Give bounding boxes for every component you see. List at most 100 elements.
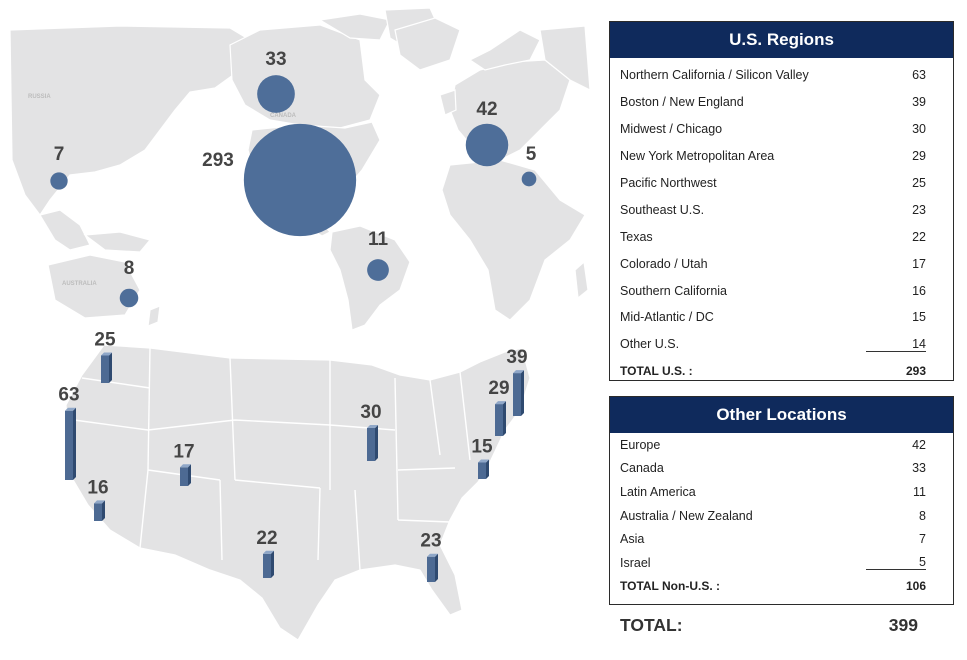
total-label: TOTAL U.S. : — [620, 364, 693, 379]
bubble-marker — [367, 259, 389, 281]
world-map: RUSSIA AUSTRALIA CANADA 33 293 42 5 7 11 8 — [9, 7, 591, 330]
row-name: Other U.S. — [620, 337, 680, 352]
russia-label: RUSSIA — [28, 94, 51, 100]
row-name: Southeast U.S. — [620, 202, 705, 217]
bar-top — [65, 407, 76, 411]
bar-top — [513, 370, 524, 374]
bar-top — [367, 425, 378, 428]
table-row: Other U.S. 14 — [610, 331, 953, 358]
row-value: 33 — [912, 461, 926, 476]
table-row: Southeast U.S. 23 — [610, 196, 953, 223]
bar-side — [109, 352, 112, 383]
row-value: 42 — [912, 437, 926, 452]
world-region-labels: RUSSIA AUSTRALIA CANADA — [28, 94, 297, 287]
table-row: Europe 42 — [610, 433, 953, 457]
bar-top — [263, 550, 274, 554]
bar-label: 23 — [420, 531, 441, 552]
bubble-label: 11 — [368, 229, 389, 250]
bar-top — [478, 459, 489, 463]
row-name: Pacific Northwest — [620, 176, 717, 190]
row-name: Midwest / Chicago — [620, 122, 723, 137]
row-value: 11 — [913, 484, 926, 499]
bar-label: 16 — [87, 477, 108, 498]
bar-front — [427, 556, 435, 582]
bar-side — [73, 407, 76, 480]
row-name: New York Metropolitan Area — [620, 149, 775, 164]
row-name: Latin America — [620, 484, 696, 499]
bubble-marker — [521, 171, 537, 187]
row-value: 30 — [912, 122, 926, 137]
table-row: New York Metropolitan Area 29 — [610, 143, 953, 170]
table-row: Asia 7 — [610, 527, 953, 551]
bar-top — [180, 464, 191, 468]
row-name: Mid-Atlantic / DC — [620, 310, 714, 325]
bar-front — [94, 503, 102, 521]
us-bar — [94, 500, 105, 521]
bar-top — [427, 553, 438, 557]
row-value: 63 — [912, 68, 926, 83]
row-name: Europe — [620, 437, 661, 452]
row-name: Israel — [620, 555, 651, 570]
row-value: 17 — [912, 256, 926, 271]
row-name: Colorado / Utah — [620, 256, 708, 271]
table-row: Boston / New England 39 — [610, 89, 953, 116]
table-row: Latin America 11 — [610, 480, 953, 504]
us-bar — [427, 553, 438, 582]
bar-side — [102, 500, 105, 521]
us-bar — [513, 370, 524, 416]
bar-side — [271, 550, 274, 578]
bar-front — [478, 462, 486, 479]
row-name: Australia / New Zealand — [620, 508, 753, 523]
total-row: TOTAL U.S. : 293 — [610, 358, 953, 385]
bar-front — [180, 467, 188, 486]
total-label: TOTAL Non-U.S. : — [620, 579, 720, 594]
table-row: Mid-Atlantic / DC 15 — [610, 304, 953, 331]
us-bars: 25 63 16 17 22 30 23 15 29 39 — [58, 330, 528, 582]
table-row: Australia / New Zealand 8 — [610, 504, 953, 528]
bar-front — [101, 355, 109, 383]
bar-label: 17 — [173, 441, 194, 462]
bar-side — [435, 553, 438, 582]
other-locations-title: Other Locations — [610, 397, 953, 433]
bar-side — [486, 459, 489, 479]
bar-front — [65, 410, 73, 480]
other-locations-panel: Other Locations Europe 42 Canada 33 Latin Am… — [609, 396, 954, 605]
other-locations-rows: Europe 42 Canada 33 Latin America 11 Australia… — [610, 433, 953, 598]
bubble-label: 5 — [526, 144, 537, 165]
bar-label: 25 — [94, 330, 116, 351]
row-value: 7 — [919, 532, 926, 547]
row-value: 5 — [866, 555, 926, 571]
table-row: Canada 33 — [610, 457, 953, 481]
table-row: Northern California / Silicon Valley 63 — [610, 62, 953, 89]
us-landmass — [65, 344, 531, 641]
bar-front — [263, 553, 271, 578]
us-bar — [180, 464, 191, 486]
bar-side — [521, 370, 524, 416]
row-name: Canada — [620, 461, 664, 476]
row-value: 8 — [919, 508, 926, 523]
total-row: TOTAL Non-U.S. : 106 — [610, 575, 953, 599]
bubble-label: 293 — [202, 150, 234, 171]
us-bar — [478, 459, 489, 479]
table-row: Southern California 16 — [610, 277, 953, 304]
grand-total-value: 399 — [888, 615, 918, 635]
us-bar — [65, 407, 76, 480]
row-value: 25 — [912, 176, 926, 190]
bar-top — [94, 500, 105, 504]
row-value: 39 — [912, 95, 926, 110]
bar-top — [101, 352, 112, 356]
us-regions-panel: U.S. Regions Northern California / Silic… — [609, 21, 954, 381]
table-row: Pacific Northwest 25 — [610, 170, 953, 197]
bar-front — [513, 373, 521, 416]
us-bar — [367, 425, 378, 461]
table-row: Midwest / Chicago 30 — [610, 116, 953, 143]
bubble-label: 33 — [265, 49, 286, 70]
bubble-marker — [50, 172, 68, 190]
row-value: 29 — [912, 149, 926, 164]
row-value: 16 — [912, 283, 926, 298]
bar-side — [188, 464, 191, 486]
bar-label: 30 — [360, 402, 381, 423]
grand-total: TOTAL: 399 — [620, 615, 918, 636]
bar-label: 22 — [256, 528, 277, 549]
bubble-label: 42 — [476, 99, 497, 120]
